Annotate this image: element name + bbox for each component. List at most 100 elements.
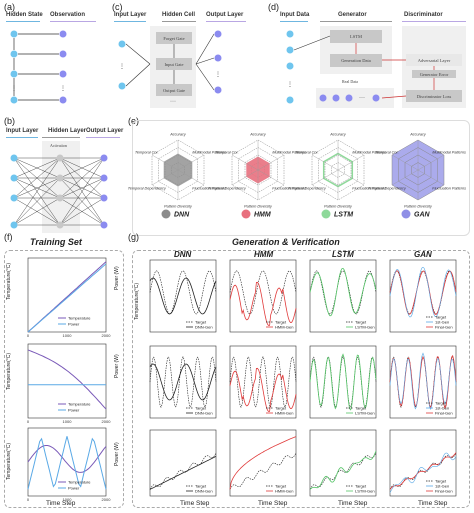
- svg-text:⋮: ⋮: [287, 82, 293, 88]
- radar-spoke: [257, 169, 285, 186]
- real-data-bg: [316, 88, 394, 108]
- legend-dot: [241, 209, 251, 219]
- gen-line: [229, 281, 297, 326]
- panel-a-obs-header: Observation: [50, 12, 86, 18]
- panel-d-discriminator-header: Discriminator: [404, 12, 443, 18]
- x-tick-label: 0: [27, 333, 30, 338]
- legend-label: 1st-Gen: [435, 406, 449, 411]
- radar-axis-label: Accuracy: [169, 133, 187, 137]
- underline: [320, 21, 392, 22]
- col-title-gan: GAN: [414, 250, 432, 259]
- plot-frame: [149, 429, 217, 497]
- x-tick-label: 0: [27, 497, 30, 502]
- plot-frame: [229, 429, 297, 497]
- generator-error: Generator Error: [412, 70, 456, 78]
- radar-axis-label: Temporal Dependency: [128, 187, 167, 191]
- radar-axis-label: Temporal Dependency: [208, 187, 247, 191]
- legend-label: DNN-Gen: [195, 325, 213, 330]
- g-xlabel-2: Time Step: [258, 500, 288, 507]
- radar-axis-label: Temporal Dependency: [288, 187, 327, 191]
- radar-axis-label: Multimodal Patterns: [272, 151, 306, 155]
- radar-spoke: [337, 154, 365, 171]
- radar-spoke: [311, 154, 339, 171]
- legend-label: Power: [68, 322, 80, 327]
- dnn-diagram: [10, 154, 108, 229]
- g-xlabel-4: Time Step: [418, 500, 448, 507]
- legend-label: 1st-Gen: [435, 484, 449, 489]
- underline: [402, 21, 466, 22]
- panel-d-letter: (d): [268, 2, 279, 12]
- radar-axis-label: Accuracy: [409, 133, 427, 137]
- radar-spoke: [257, 154, 285, 171]
- model-label: HMM: [254, 212, 271, 219]
- edge: [13, 157, 61, 226]
- power-line: [27, 436, 107, 490]
- edge: [59, 157, 105, 199]
- panel-f-letter: (f): [4, 232, 13, 242]
- generation-data-box: Generation Data: [330, 54, 382, 67]
- col-title-dnn: DNN: [174, 250, 192, 259]
- legend-label: Temperature: [68, 480, 91, 485]
- svg-text:⋮: ⋮: [119, 64, 125, 70]
- legend-label: Target: [355, 320, 367, 325]
- real-data-label: Real Data: [342, 79, 358, 84]
- radar-lstm: Accuracy Multimodal Patterns Fluctuation P…: [288, 133, 386, 219]
- edge: [13, 197, 61, 226]
- panel-c-letter: (c): [112, 2, 123, 12]
- legend-label: LSTM-Gen: [355, 411, 375, 416]
- underline: [114, 21, 146, 22]
- legend-label: HMM-Gen: [275, 489, 293, 494]
- edge: [59, 157, 105, 226]
- x-tick-label: 1000: [63, 333, 73, 338]
- edge: [13, 177, 61, 199]
- underline: [50, 21, 96, 22]
- x-tick-label: 0: [27, 419, 30, 424]
- target-line: [149, 452, 217, 490]
- underline: [86, 137, 120, 138]
- lstm-box: LSTM: [330, 30, 382, 43]
- radar-spoke: [177, 169, 205, 186]
- hmm-diagram: ⋮ ⋮: [10, 30, 67, 104]
- edge: [13, 157, 61, 199]
- x-tick-label: 1000: [63, 497, 73, 502]
- first-gen-line: [389, 452, 457, 493]
- radar-axis-label: Pattern Diversity: [324, 205, 353, 209]
- gen-line: [389, 354, 457, 410]
- underline: [206, 21, 246, 22]
- panel-a-hidden-header: Hidden State: [6, 12, 43, 18]
- radar-axis-label: Multimodal Patterns: [352, 151, 386, 155]
- gen-line: [149, 363, 217, 401]
- edge: [59, 157, 105, 179]
- panel-g-title: Generation & Verification: [232, 237, 340, 247]
- model-label: GAN: [414, 212, 431, 219]
- legend-label: Power: [68, 408, 80, 413]
- panel-c-hidden-header: Hidden Cell: [162, 12, 196, 18]
- legend-label: Target: [275, 320, 287, 325]
- panel-d-input-header: Input Data: [280, 12, 310, 18]
- gan-diagram: ··· ⋮: [286, 30, 435, 104]
- target-line: [229, 356, 297, 408]
- radar-axis-label: Temporal Cor.: [135, 151, 159, 155]
- col-title-lstm: LSTM: [332, 250, 354, 259]
- radar-spoke: [417, 154, 445, 171]
- g-xlabel-3: Time Step: [338, 500, 368, 507]
- legend-label: LSTM-Gen: [355, 325, 375, 330]
- panel-f-frame: [4, 250, 124, 508]
- radar-spoke: [337, 169, 365, 186]
- legend-label: Target: [435, 401, 447, 406]
- radar-axis-label: Accuracy: [329, 133, 347, 137]
- svg-text:···: ···: [359, 95, 365, 101]
